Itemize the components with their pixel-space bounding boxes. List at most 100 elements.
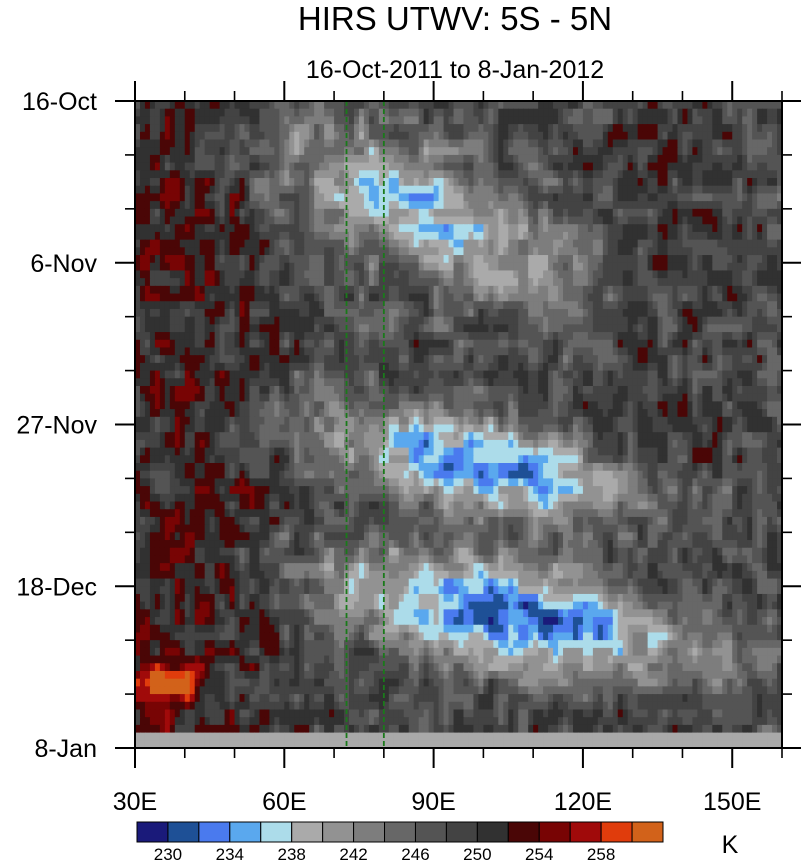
field-cell (572, 339, 579, 349)
field-cell (373, 362, 380, 372)
field-cell (607, 208, 614, 218)
field-cell (642, 347, 649, 356)
field-cell (752, 308, 758, 318)
field-cell (518, 247, 524, 256)
field-cell (244, 178, 251, 187)
field-cell (209, 385, 216, 395)
field-cell (558, 308, 564, 318)
field-cell (508, 139, 514, 148)
field-cell (189, 239, 196, 248)
field-cell (712, 370, 718, 379)
field-cell (423, 185, 430, 195)
field-cell (398, 255, 405, 264)
field-cell (194, 332, 201, 341)
field-cell (478, 208, 484, 218)
field-cell (174, 101, 181, 110)
field-cell (612, 116, 619, 125)
field-cell (508, 231, 514, 241)
field-cell (373, 101, 380, 110)
field-cell (189, 116, 196, 125)
field-cell (209, 316, 216, 325)
field-cell (632, 131, 639, 141)
field-cell (558, 247, 564, 256)
field-cell (358, 101, 365, 110)
field-cell (727, 154, 733, 164)
field-cell (339, 262, 345, 272)
field-cell (742, 131, 748, 141)
field-cell (194, 370, 201, 379)
field-cell (523, 355, 529, 364)
field-cell (164, 154, 171, 164)
field-cell (279, 316, 285, 325)
field-cell (214, 162, 221, 171)
field-cell (687, 347, 694, 356)
field-cell (483, 316, 489, 325)
field-cell (204, 378, 211, 387)
field-cell (712, 285, 718, 295)
field-cell (309, 285, 315, 295)
field-cell (423, 362, 430, 372)
field-cell (772, 193, 778, 202)
field-cell (687, 208, 694, 218)
field-cell (692, 193, 698, 202)
field-cell (289, 139, 295, 148)
field-cell (244, 255, 251, 264)
field-cell (652, 324, 659, 333)
field-cell (657, 170, 664, 179)
field-cell (637, 247, 644, 256)
field-cell (677, 185, 684, 195)
field-cell (582, 262, 589, 272)
field-cell (752, 301, 758, 310)
field-cell (403, 285, 410, 295)
field-cell (144, 255, 151, 264)
field-cell (687, 247, 694, 256)
field-cell (358, 355, 365, 364)
field-cell (443, 216, 450, 225)
field-cell (657, 362, 664, 372)
field-cell (254, 347, 261, 356)
field-cell (592, 178, 599, 187)
field-cell (204, 224, 211, 233)
field-cell (483, 347, 489, 356)
field-cell (667, 131, 674, 141)
field-cell (304, 339, 310, 349)
field-cell (144, 231, 151, 241)
field-cell (428, 131, 435, 141)
field-cell (334, 247, 340, 256)
field-cell (448, 339, 455, 349)
field-cell (602, 170, 609, 179)
field-cell (214, 339, 221, 349)
field-cell (563, 247, 569, 256)
field-cell (732, 124, 738, 133)
field-cell (229, 139, 236, 148)
field-cell (742, 147, 748, 156)
field-cell (602, 154, 609, 164)
field-cell (349, 255, 355, 264)
field-cell (458, 308, 465, 318)
field-cell (473, 285, 480, 295)
field-cell (657, 124, 664, 133)
field-cell (199, 185, 206, 195)
field-cell (259, 147, 265, 156)
field-cell (752, 178, 758, 187)
field-cell (617, 231, 624, 241)
field-cell (503, 332, 509, 341)
field-cell (408, 339, 415, 349)
field-cell (329, 154, 335, 164)
field-cell (488, 370, 494, 379)
field-cell (553, 208, 559, 218)
field-cell (358, 224, 365, 233)
field-cell (672, 116, 679, 125)
field-cell (622, 101, 629, 110)
field-cell (349, 285, 355, 295)
field-cell (538, 108, 544, 117)
field-cell (428, 301, 435, 310)
field-cell (234, 316, 241, 325)
field-cell (453, 385, 460, 395)
field-cell (433, 301, 440, 310)
field-cell (194, 378, 201, 387)
field-cell (378, 178, 385, 187)
field-cell (428, 185, 435, 195)
field-cell (777, 124, 783, 133)
field-cell (632, 239, 639, 248)
